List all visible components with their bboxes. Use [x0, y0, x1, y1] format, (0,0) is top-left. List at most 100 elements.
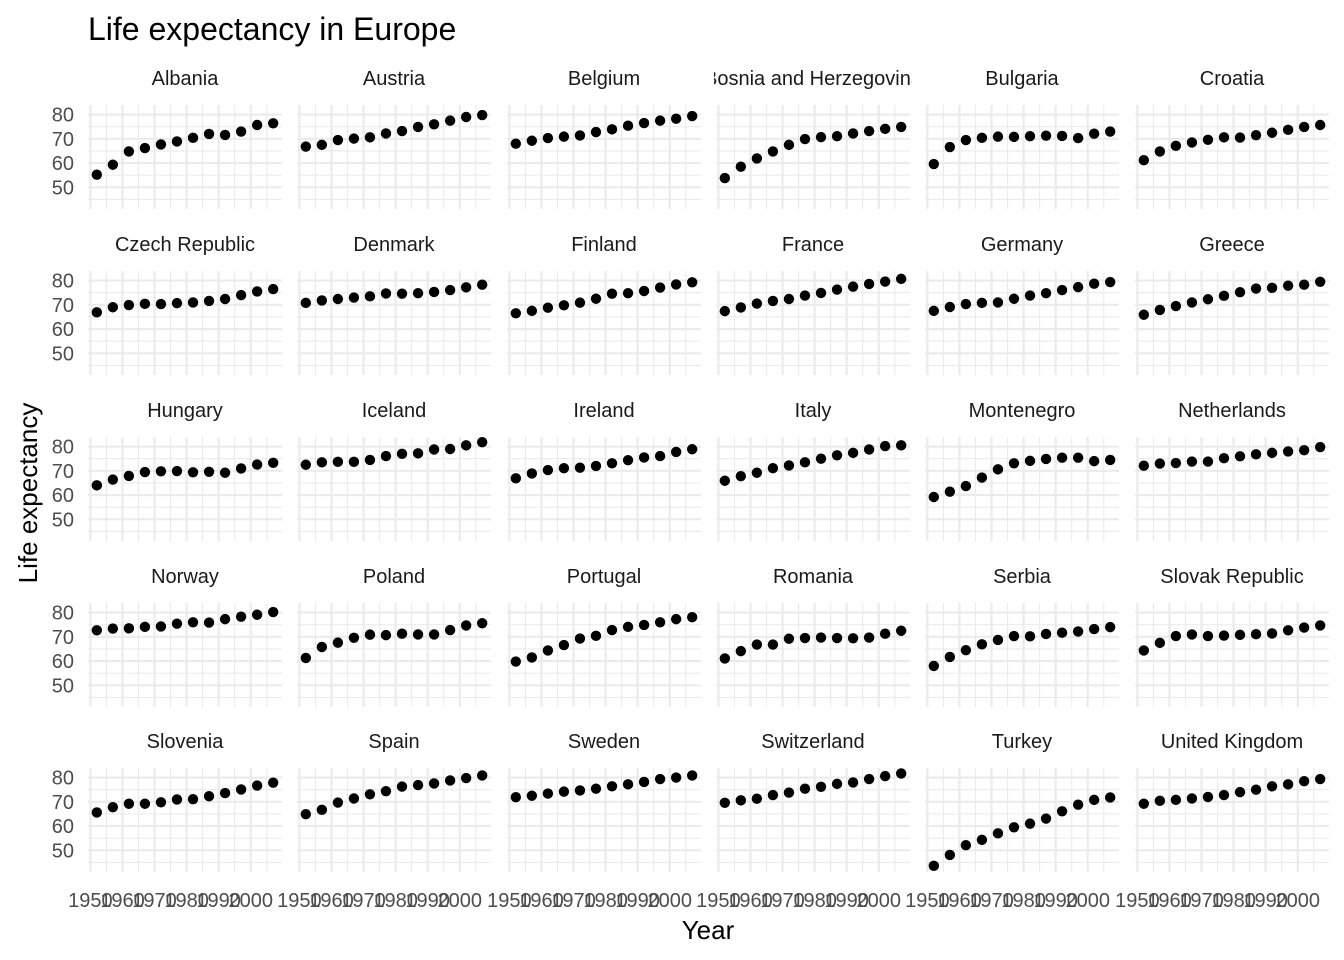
data-point	[364, 132, 376, 143]
data-point	[251, 459, 263, 470]
data-point	[1266, 781, 1278, 792]
facet-panel: Bosnia and Herzegovina	[714, 68, 912, 209]
data-point	[1040, 287, 1052, 299]
data-point	[91, 169, 103, 180]
facet-panel: Serbia	[925, 566, 1119, 707]
x-tick-label: 1950	[696, 890, 741, 912]
data-point	[155, 139, 167, 150]
data-point	[1072, 799, 1084, 810]
data-point	[879, 123, 891, 135]
facet-strip-label: Bulgaria	[985, 68, 1059, 90]
data-point	[1250, 628, 1262, 640]
data-point	[1234, 287, 1246, 298]
data-point	[847, 128, 859, 139]
facet-strip-label: Netherlands	[1178, 400, 1286, 422]
data-point	[783, 633, 795, 644]
data-point	[332, 797, 344, 808]
facet-strip-label: Portugal	[567, 566, 642, 588]
data-point	[123, 623, 135, 634]
data-point	[1138, 645, 1150, 656]
facet-strip-label: Switzerland	[761, 731, 864, 753]
data-point	[622, 621, 634, 633]
data-point	[526, 468, 538, 479]
data-point	[91, 307, 103, 318]
y-tick-label: 60	[52, 153, 74, 175]
data-point	[590, 293, 602, 304]
data-point	[670, 113, 682, 124]
x-tick-label: 1960	[100, 890, 145, 912]
data-point	[654, 282, 666, 293]
facet-panel: Romania	[716, 566, 910, 707]
data-point	[1104, 454, 1116, 466]
data-point	[976, 472, 988, 483]
facet-strip-label: Denmark	[353, 234, 435, 256]
data-point	[107, 474, 119, 485]
data-point	[1040, 453, 1052, 465]
data-point	[928, 660, 940, 672]
data-point	[799, 290, 811, 301]
y-tick-label: 80	[52, 105, 74, 127]
data-point	[831, 284, 843, 295]
data-point	[622, 120, 634, 131]
data-point	[1186, 297, 1198, 308]
data-point	[1040, 130, 1052, 141]
x-tick-label: 1990	[1033, 890, 1078, 912]
data-point	[219, 129, 231, 141]
data-point	[1186, 629, 1198, 640]
data-point	[332, 637, 344, 648]
facet-strip-label: Finland	[571, 234, 637, 256]
facet-strip-label: Spain	[368, 731, 419, 753]
data-point	[1104, 621, 1116, 633]
data-point	[428, 444, 440, 455]
facet-strip-label: Slovak Republic	[1160, 566, 1303, 588]
y-tick-label: 70	[52, 627, 74, 649]
data-point	[719, 797, 731, 808]
data-point	[1266, 628, 1278, 639]
data-point	[412, 287, 424, 299]
x-tick-label: 1970	[132, 890, 177, 912]
data-point	[332, 293, 344, 305]
data-point	[638, 776, 650, 788]
data-point	[444, 115, 456, 126]
data-point	[686, 770, 698, 781]
data-point	[767, 789, 779, 801]
data-point	[638, 117, 650, 129]
data-point	[1218, 789, 1230, 801]
data-point	[735, 645, 747, 657]
facet-panel: Netherlands	[1135, 400, 1329, 541]
data-point	[799, 783, 811, 794]
data-point	[1088, 794, 1100, 806]
data-point	[1104, 126, 1116, 137]
data-point	[364, 291, 376, 302]
x-tick-label: 1970	[969, 890, 1014, 912]
data-point	[91, 625, 103, 636]
data-point	[751, 467, 763, 478]
data-point	[476, 109, 488, 121]
data-point	[719, 305, 731, 317]
data-point	[542, 788, 554, 799]
data-point	[316, 641, 328, 653]
data-point	[654, 773, 666, 785]
facet-strip-label: Turkey	[992, 731, 1052, 753]
data-point	[606, 624, 618, 636]
facet-panel: Greece	[1135, 234, 1329, 375]
data-point	[1170, 300, 1182, 312]
x-tick-label: 1980	[164, 890, 209, 912]
data-point	[1104, 792, 1116, 803]
data-point	[686, 444, 698, 455]
data-point	[542, 645, 554, 656]
facet-panel: Montenegro	[925, 400, 1119, 541]
x-tick-label: 1960	[937, 890, 982, 912]
facet-strip-label: Sweden	[568, 731, 640, 753]
data-point	[1202, 134, 1214, 145]
data-point	[960, 644, 972, 656]
data-point	[412, 121, 424, 133]
data-point	[1298, 121, 1310, 133]
